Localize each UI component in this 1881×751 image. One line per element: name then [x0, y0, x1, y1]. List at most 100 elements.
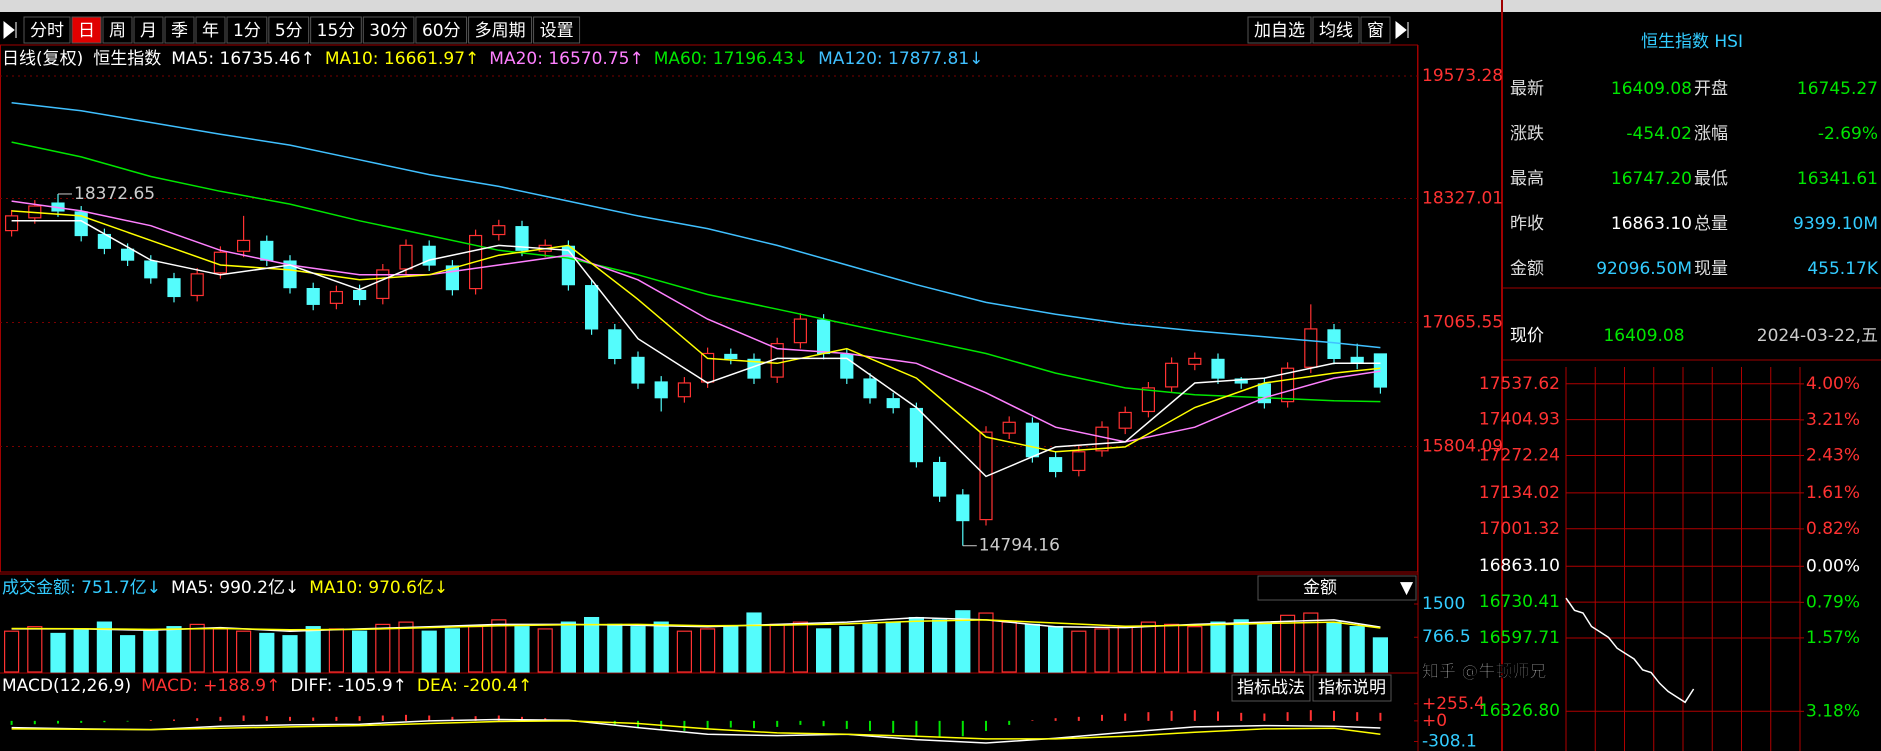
y-tick-label: +255.4	[1422, 694, 1485, 714]
toolbar-button[interactable]	[533, 16, 581, 44]
toolbar-button[interactable]	[415, 16, 468, 44]
indicator-line	[11, 619, 1381, 631]
candle-body	[1350, 356, 1364, 364]
toolbar-button[interactable]	[362, 16, 415, 44]
toolbar-button[interactable]	[268, 16, 310, 44]
y-tick-label: 16597.71	[1479, 628, 1560, 648]
toolbar-button[interactable]	[226, 16, 268, 44]
volume-bar	[143, 630, 159, 673]
volume-bar	[1163, 623, 1180, 673]
y2-tick-label: 3.18%	[1806, 701, 1860, 721]
legend-item: 成交金额: 751.7亿↓	[2, 578, 161, 598]
toolbar-button[interactable]	[164, 16, 195, 44]
toolbar-button[interactable]	[195, 16, 226, 44]
indicator-button-label[interactable]: 指标说明	[1318, 678, 1386, 698]
toolbar-label[interactable]: 多周期	[475, 21, 526, 41]
volume-bar	[955, 610, 971, 673]
y-tick-label: 1500	[1422, 594, 1465, 614]
y-tick-label: 18327.01	[1422, 188, 1503, 208]
menu-strip	[0, 0, 1881, 12]
candle-body	[515, 226, 529, 251]
candle-body	[190, 273, 204, 297]
volume-bar	[212, 628, 228, 673]
volume-bar	[375, 623, 391, 673]
legend-item: MACD: +188.9↑	[141, 676, 280, 696]
candle-body	[399, 244, 413, 270]
volume-bar	[514, 626, 530, 673]
toolbar-button[interactable]	[102, 16, 133, 44]
candle-body	[724, 353, 738, 359]
toolbar-label[interactable]: 15分	[317, 21, 356, 41]
quote-value: -2.69%	[1818, 124, 1878, 144]
indicator-line	[11, 210, 1381, 453]
toolbar-button[interactable]	[468, 16, 533, 44]
volume-bar	[769, 623, 785, 673]
toolbar-button[interactable]	[310, 16, 362, 44]
y-tick-label: 17001.32	[1479, 519, 1560, 539]
toolbar-icon[interactable]	[1395, 20, 1409, 40]
volume-bar	[73, 628, 89, 673]
toolbar-label[interactable]: 分时	[30, 21, 64, 41]
candle-body	[144, 260, 158, 279]
indicator-button[interactable]	[1312, 674, 1392, 702]
legend-item: DEA: -200.4↑	[417, 676, 532, 696]
toolbar-label[interactable]: 年	[202, 21, 219, 41]
volume-bar	[537, 628, 553, 673]
toolbar-label[interactable]: 月	[140, 21, 157, 41]
y2-tick-label: 0.82%	[1806, 519, 1860, 539]
candle-body	[816, 319, 831, 355]
intraday-line	[1565, 597, 1695, 704]
quote-value: 9399.10M	[1793, 214, 1878, 234]
volume-bar	[491, 619, 507, 673]
indicator-button-label[interactable]: 指标战法	[1237, 678, 1305, 698]
volume-bar	[1372, 637, 1389, 673]
indicator-button[interactable]	[1231, 674, 1311, 702]
current-label: 现价	[1510, 326, 1544, 346]
candle-body	[584, 285, 599, 330]
toolbar-button[interactable]	[71, 16, 102, 44]
candle-body	[1327, 329, 1341, 359]
toolbar-button[interactable]	[1247, 16, 1312, 44]
toolbar-label[interactable]: 窗	[1367, 21, 1384, 41]
candle-body	[306, 288, 320, 305]
toolbar-button[interactable]	[1360, 16, 1391, 44]
volume-bar	[560, 621, 577, 673]
toolbar-label[interactable]: 季	[171, 21, 188, 41]
toolbar-label[interactable]: 均线	[1319, 21, 1353, 41]
y-tick-label: 17272.24	[1479, 446, 1560, 466]
selector-box[interactable]	[1257, 575, 1417, 601]
selector-label[interactable]: 金额	[1303, 578, 1337, 598]
toolbar-label[interactable]: 设置	[540, 21, 574, 41]
volume-bar	[119, 635, 136, 673]
candle-body	[1048, 457, 1063, 473]
volume-bar	[676, 630, 693, 673]
toolbar-icon[interactable]	[3, 20, 17, 40]
quote-value: 16863.10	[1611, 214, 1692, 234]
toolbar-label[interactable]: 加自选	[1254, 21, 1305, 41]
volume-bar	[1279, 614, 1296, 673]
y-tick-label: 16730.41	[1479, 592, 1560, 612]
quote-label: 现量	[1694, 259, 1728, 279]
y2-tick-label: 1.61%	[1806, 483, 1860, 503]
quote-value: 16341.61	[1797, 169, 1878, 189]
toolbar-button[interactable]	[133, 16, 164, 44]
toolbar-label[interactable]: 1分	[233, 21, 261, 41]
toolbar-button[interactable]	[23, 16, 71, 44]
quote-label: 总量	[1694, 214, 1728, 234]
candle-body	[956, 494, 970, 522]
quote-label: 最高	[1510, 169, 1544, 189]
candle-body	[329, 290, 343, 304]
candle-body	[1373, 353, 1388, 388]
y-tick-label: -308.1	[1422, 731, 1477, 751]
candle-body	[1211, 358, 1225, 379]
toolbar-label[interactable]: 周	[109, 21, 126, 41]
toolbar-button[interactable]	[1312, 16, 1360, 44]
toolbar-label[interactable]: 日	[78, 21, 95, 41]
y-tick-label: 16863.10	[1479, 556, 1560, 576]
toolbar-label[interactable]: 60分	[422, 21, 461, 41]
toolbar-label[interactable]: 5分	[275, 21, 303, 41]
toolbar-label[interactable]: 30分	[369, 21, 408, 41]
candle-body	[1118, 411, 1132, 429]
candle-body	[793, 318, 808, 344]
